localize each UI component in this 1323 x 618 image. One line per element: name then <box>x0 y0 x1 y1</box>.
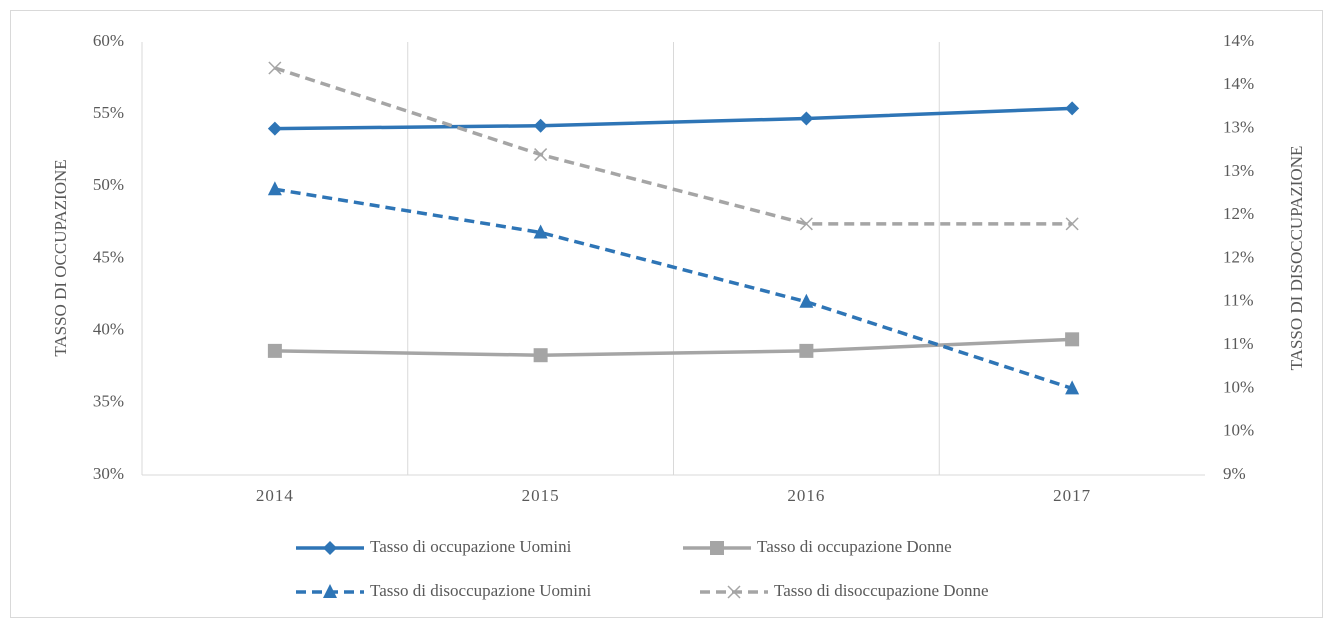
data-point <box>268 61 282 75</box>
x-tick-label: 2017 <box>1053 486 1091 505</box>
data-point <box>799 293 814 308</box>
series-line <box>274 66 1073 226</box>
data-point <box>533 118 548 133</box>
data-point <box>1065 101 1080 116</box>
y-tick-label: 40% <box>93 320 124 339</box>
y2-tick-label: 12% <box>1223 204 1254 223</box>
y2-tick-label: 11% <box>1223 334 1254 353</box>
data-point <box>799 217 813 231</box>
series-line <box>274 106 1073 131</box>
data-point <box>267 121 282 136</box>
data-point <box>1065 217 1079 231</box>
series-line <box>274 187 1073 391</box>
y2-tick-label: 13% <box>1223 118 1254 137</box>
legend-marker <box>727 585 741 599</box>
data-point <box>1065 332 1080 347</box>
chart-border <box>10 10 1323 618</box>
legend-marker <box>710 541 724 555</box>
legend-label: Tasso di disoccupazione Donne <box>774 581 989 600</box>
x-tick-label: 2014 <box>256 486 294 505</box>
y2-tick-label: 9% <box>1223 464 1246 483</box>
y-tick-label: 60% <box>93 31 124 50</box>
y-tick-label: 30% <box>93 464 124 483</box>
y2-tick-label: 10% <box>1223 421 1254 440</box>
y2-tick-label: 13% <box>1223 161 1254 180</box>
legend-label: Tasso di occupazione Uomini <box>370 537 572 556</box>
x-tick-label: 2016 <box>787 486 825 505</box>
x-tick-label: 2015 <box>522 486 560 505</box>
legend-marker <box>323 584 337 598</box>
y-axis-title: TASSO DI OCCUPAZIONE <box>51 159 70 356</box>
y2-tick-label: 14% <box>1223 74 1254 93</box>
y2-tick-label: 11% <box>1223 291 1254 310</box>
data-point <box>534 148 548 162</box>
legend-marker <box>323 541 337 555</box>
data-point <box>799 343 814 358</box>
y2-tick-label: 12% <box>1223 247 1254 266</box>
data-point <box>799 111 814 126</box>
y2-tick-label: 14% <box>1223 31 1254 50</box>
y2-axis-title: TASSO DI DISOCCUPAZIONE <box>1287 146 1306 371</box>
y-tick-label: 45% <box>93 247 124 266</box>
y2-tick-label: 10% <box>1223 377 1254 396</box>
data-point <box>267 181 282 196</box>
series-line <box>274 337 1073 357</box>
data-point <box>267 343 282 358</box>
legend-label: Tasso di disoccupazione Uomini <box>370 581 591 600</box>
y-tick-label: 50% <box>93 175 124 194</box>
legend-label: Tasso di occupazione Donne <box>757 537 952 556</box>
data-point <box>533 224 548 239</box>
data-point <box>1065 380 1080 395</box>
y-tick-label: 35% <box>93 392 124 411</box>
data-point <box>533 348 548 363</box>
y-tick-label: 55% <box>93 103 124 122</box>
